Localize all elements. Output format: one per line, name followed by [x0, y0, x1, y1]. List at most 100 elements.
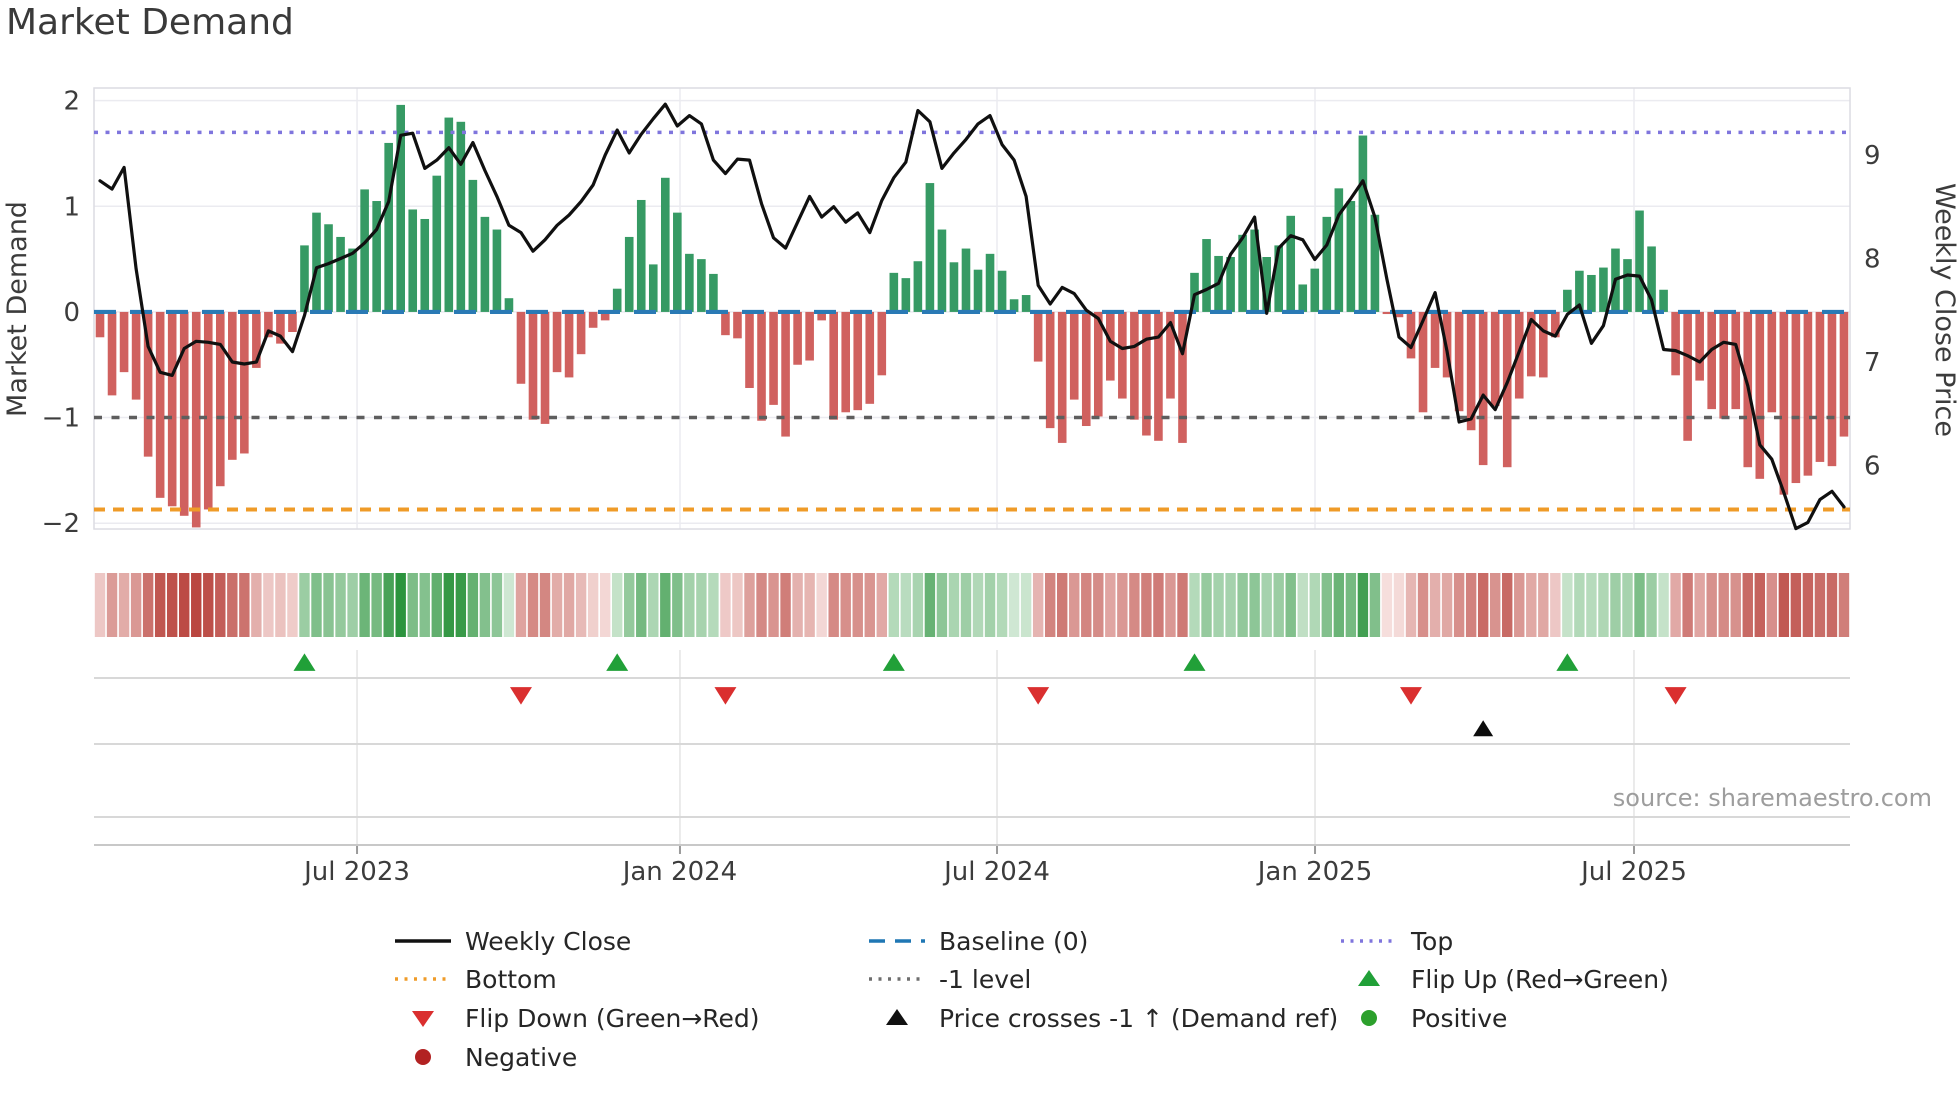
positive-bar [1009, 299, 1019, 312]
heat-cell [106, 573, 118, 637]
heat-cell [1081, 573, 1092, 637]
positive-bar [1647, 246, 1656, 312]
flip-up-marker [293, 653, 316, 671]
positive-bar [913, 261, 923, 312]
plot-frame [93, 87, 1851, 530]
heat-cell [587, 573, 599, 637]
positive-bar [1238, 234, 1247, 312]
positive-bar [420, 218, 430, 312]
positive-bar [360, 189, 369, 312]
positive-bar [685, 253, 694, 312]
heat-cell [1742, 573, 1753, 637]
heat-cell [1105, 573, 1116, 637]
heat-cell [696, 573, 707, 637]
negative-bar [1551, 311, 1560, 338]
flip-down-marker [509, 687, 532, 705]
heat-cell [1838, 573, 1850, 637]
x-tick-label: Jan 2024 [621, 857, 738, 887]
triangle-up-icon [886, 1009, 908, 1025]
positive-bar [336, 236, 345, 312]
legend-item-flip-down-green-red: Flip Down (Green→Red) [394, 1002, 760, 1034]
negative-bar [805, 311, 814, 361]
heat-cell [1213, 573, 1224, 637]
heat-cell [118, 573, 130, 637]
heat-cell [527, 573, 539, 637]
demand-bars [95, 104, 1849, 528]
negative-bar [203, 311, 213, 510]
heat-cell [1309, 573, 1320, 637]
heat-cell [563, 573, 575, 637]
positive-bar [624, 236, 634, 312]
heat-cell [1032, 573, 1044, 637]
heat-cell [648, 573, 659, 637]
heat-cell [900, 573, 912, 637]
heat-cell [1646, 573, 1657, 637]
heat-cell [335, 573, 346, 637]
positive-bar [949, 262, 959, 312]
positive-bar [661, 177, 670, 312]
heat-cell [215, 573, 226, 637]
heat-cell [768, 573, 779, 637]
negative-bar [228, 311, 237, 460]
heat-cell [888, 573, 900, 637]
heat-cell [1766, 573, 1778, 637]
heat-cell [1526, 573, 1537, 637]
heat-cell [154, 573, 166, 637]
heat-cell [1393, 573, 1405, 637]
flip-markers [293, 653, 1687, 737]
legend-glyph [394, 966, 452, 992]
positive-bar [324, 224, 333, 312]
positive-bar [1358, 135, 1368, 312]
left-tick-label: −2 [42, 509, 80, 539]
positive-bar [312, 212, 321, 312]
positive-bar [1021, 295, 1031, 312]
negative-bar [1142, 311, 1151, 436]
heat-cell [1357, 573, 1369, 637]
legend-item-1-level: -1 level [868, 963, 1031, 995]
negative-bar [288, 311, 297, 333]
heat-cell [1453, 573, 1465, 637]
negative-bar [516, 311, 526, 384]
negative-bar [781, 311, 790, 437]
axis-ticks: 2 1 0 −1 −2 9 8 7 6 Jul 2023 Jan 2024 Jul 2024 Jan 2… [42, 87, 1881, 887]
negative-bar [1081, 311, 1091, 427]
heat-cell [840, 573, 851, 637]
heat-cell [708, 573, 719, 637]
positive-bar [396, 104, 405, 312]
positive-bar [1659, 289, 1668, 312]
heat-cell [491, 573, 503, 637]
positive-bar [348, 248, 357, 312]
heat-cell [828, 573, 839, 637]
negative-bar [240, 311, 249, 454]
positive-bar [1599, 267, 1608, 312]
heat-cell [1177, 573, 1188, 637]
heat-cell [1405, 573, 1417, 637]
heat-cell [852, 573, 863, 637]
negative-bar [1791, 311, 1801, 484]
positive-bar [961, 248, 971, 312]
negative-bar [1382, 311, 1392, 315]
heat-cell [311, 573, 322, 637]
left-tick-label: −1 [42, 404, 80, 434]
negative-bar [588, 311, 598, 328]
heat-cell [936, 573, 948, 637]
heat-cell [479, 573, 491, 637]
negative-bar [179, 311, 189, 516]
heat-cell [864, 573, 875, 637]
heat-cell [299, 573, 310, 637]
negative-bar [252, 311, 261, 368]
heat-cell [395, 573, 406, 637]
negative-bar [877, 311, 887, 376]
heat-cell [624, 573, 635, 637]
flip-up-marker [606, 653, 629, 671]
left-tick-label: 2 [63, 87, 80, 117]
positive-bar [937, 229, 947, 312]
heat-cell [1369, 573, 1381, 637]
flip-down-marker [1400, 687, 1422, 705]
heat-cell [1321, 573, 1333, 637]
heat-cell [142, 573, 154, 637]
negative-bar [1166, 311, 1175, 399]
positive-bar [697, 259, 706, 312]
negative-bar [600, 311, 610, 321]
